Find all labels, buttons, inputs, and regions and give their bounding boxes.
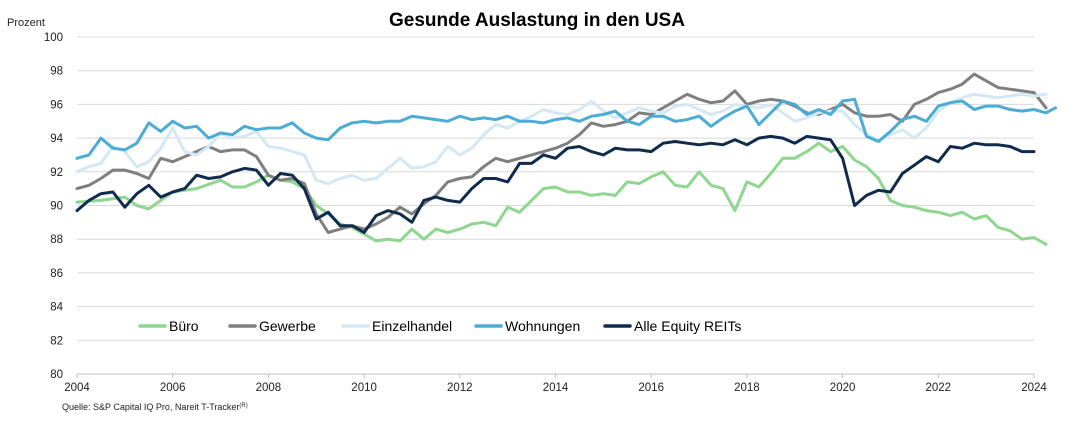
y-tick-label: 84: [50, 302, 63, 314]
legend-label: Gewerbe: [259, 318, 316, 334]
series-line-1: [75, 72, 1048, 234]
x-tick-label: 2018: [734, 382, 760, 394]
x-tick-labels: 2004 2006 2008 2010 2012 2014 2016 2018 2020 2022…: [64, 374, 1047, 394]
y-tick-label: 98: [50, 66, 63, 78]
x-tick-label: 2010: [351, 382, 377, 394]
legend-item: Einzelhandel: [341, 318, 452, 334]
x-tick-label: 2006: [160, 382, 186, 394]
legend-item: Gewerbe: [228, 318, 316, 334]
legend: Büro Gewerbe Einzelhandel Wohnungen Alle Equ…: [138, 318, 741, 334]
legend-item: Wohnungen: [474, 318, 580, 334]
x-tick-label: 2022: [926, 382, 952, 394]
y-tick-labels: 80 82 84 86 88 90 92 94 96 98 100: [44, 32, 64, 381]
legend-item: Büro: [138, 318, 199, 334]
series-line-0: [75, 141, 1048, 246]
y-tick-label: 90: [50, 201, 63, 213]
legend-item: Alle Equity REITs: [603, 318, 741, 334]
source-text: Quelle: S&P Capital IQ Pro, Nareit T-Tra…: [62, 402, 239, 412]
y-tick-label: 82: [50, 335, 63, 347]
y-tick-label: 96: [50, 99, 63, 111]
y-tick-label: 88: [50, 234, 63, 246]
y-tick-label: 80: [50, 369, 63, 381]
legend-label: Einzelhandel: [372, 318, 452, 334]
source-note: Quelle: S&P Capital IQ Pro, Nareit T-Tra…: [62, 402, 248, 412]
series-line-3: [75, 97, 1057, 160]
chart-title: Gesunde Auslastung in den USA: [389, 10, 685, 31]
x-tick-label: 2014: [543, 382, 569, 394]
legend-label: Wohnungen: [505, 318, 580, 334]
y-tick-label: 92: [50, 167, 63, 179]
x-tick-label: 2004: [64, 382, 90, 394]
x-tick-label: 2020: [830, 382, 856, 394]
y-tick-label: 100: [44, 32, 63, 44]
x-tick-label: 2008: [256, 382, 282, 394]
y-axis-label: Prozent: [7, 17, 45, 29]
y-tick-label: 86: [50, 268, 63, 280]
series-lines: [75, 72, 1057, 246]
source-superscript: (R): [239, 403, 247, 409]
series-line-4: [75, 134, 1036, 234]
legend-label: Alle Equity REITs: [634, 318, 741, 334]
x-tick-label: 2024: [1021, 382, 1047, 394]
x-tick-label: 2016: [638, 382, 664, 394]
series-line-2: [75, 92, 1048, 186]
y-tick-label: 94: [50, 133, 63, 145]
x-tick-label: 2012: [447, 382, 473, 394]
legend-label: Büro: [169, 318, 199, 334]
